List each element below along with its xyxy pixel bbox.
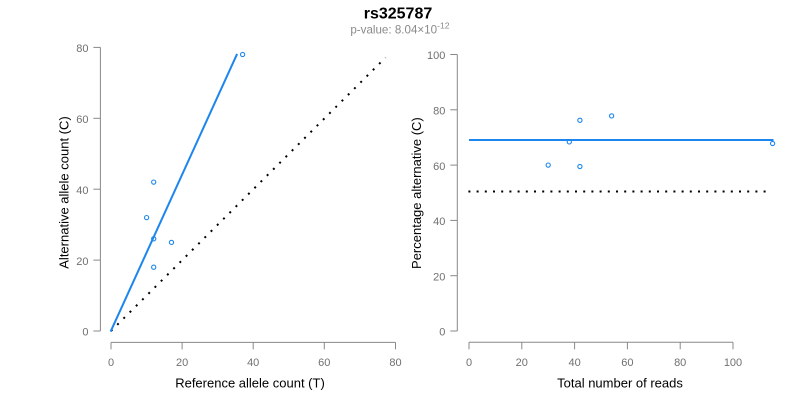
svg-text:0: 0 [82,327,88,339]
svg-text:80: 80 [389,357,401,369]
svg-text:40: 40 [247,357,259,369]
svg-text:Total number of reads: Total number of reads [557,376,683,391]
svg-text:20: 20 [433,271,445,283]
svg-text:Alternative allele count (C): Alternative allele count (C) [56,116,71,268]
svg-text:100: 100 [427,50,445,62]
svg-text:40: 40 [76,185,88,197]
svg-text:20: 20 [516,357,528,369]
svg-text:60: 60 [76,114,88,126]
svg-text:rs325787: rs325787 [364,6,433,23]
svg-text:80: 80 [433,106,445,118]
svg-text:20: 20 [176,357,188,369]
svg-text:0: 0 [439,327,445,339]
svg-text:Percentage alternative (C): Percentage alternative (C) [409,117,424,269]
svg-text:0: 0 [108,357,114,369]
svg-text:Reference allele count (T): Reference allele count (T) [175,376,325,391]
svg-text:p-value: 8.04×10-12: p-value: 8.04×10-12 [350,20,449,36]
svg-text:40: 40 [568,357,580,369]
svg-text:0: 0 [466,357,472,369]
svg-text:60: 60 [433,161,445,173]
svg-text:60: 60 [621,357,633,369]
svg-text:60: 60 [318,357,330,369]
svg-text:80: 80 [674,357,686,369]
svg-text:40: 40 [433,216,445,228]
svg-text:20: 20 [76,256,88,268]
svg-text:80: 80 [76,43,88,55]
svg-text:100: 100 [724,357,742,369]
